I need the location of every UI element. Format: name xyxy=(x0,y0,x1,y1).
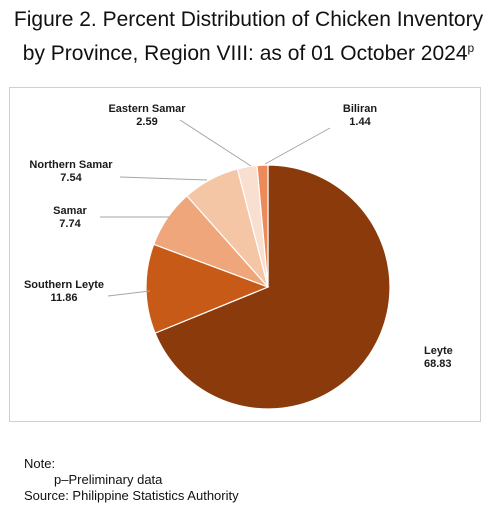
leader-line-northern-samar xyxy=(119,176,208,181)
slice-value-samar: 7.74 xyxy=(59,218,81,230)
chart-title: Figure 2. Percent Distribution of Chicke… xyxy=(0,6,497,68)
slice-value-northern-samar: 7.54 xyxy=(60,172,82,184)
notes-block: Note: p–Preliminary data Source: Philipp… xyxy=(24,456,239,504)
slice-value-southern-leyte: 11.86 xyxy=(51,292,78,304)
slice-label-leyte: Leyte xyxy=(424,345,453,357)
chart-title-line-2: by Province, Region VIII: as of 01 Octob… xyxy=(0,34,497,68)
chart-title-line-2-text: by Province, Region VIII: as of 01 Octob… xyxy=(22,42,468,65)
slice-value-eastern-samar: 2.59 xyxy=(136,116,157,128)
note-source: Source: Philippine Statistics Authority xyxy=(24,488,239,503)
pie-slice-southern-leyte xyxy=(145,243,270,334)
slice-value-leyte: 68.83 xyxy=(424,358,452,370)
slice-label-biliran: Biliran xyxy=(343,103,378,115)
slice-label-samar: Samar xyxy=(53,205,87,217)
leader-line-biliran xyxy=(264,127,331,165)
note-label: Note: xyxy=(24,456,56,471)
chart-title-line-1: Figure 2. Percent Distribution of Chicke… xyxy=(13,8,484,31)
leader-line-eastern-samar xyxy=(179,119,252,167)
leader-line-southern-leyte xyxy=(107,290,151,297)
slice-label-eastern-samar: Eastern Samar xyxy=(108,103,186,115)
pie-slice-leyte xyxy=(154,164,391,410)
note-preliminary: p–Preliminary data xyxy=(54,472,163,487)
slice-label-southern-leyte: Southern Leyte xyxy=(24,279,104,291)
slice-value-biliran: 1.44 xyxy=(349,116,371,128)
chart-frame xyxy=(9,87,481,422)
slice-label-northern-samar: Northern Samar xyxy=(29,159,113,171)
pie-slice-biliran xyxy=(256,164,269,288)
preliminary-superscript: p xyxy=(467,41,475,55)
